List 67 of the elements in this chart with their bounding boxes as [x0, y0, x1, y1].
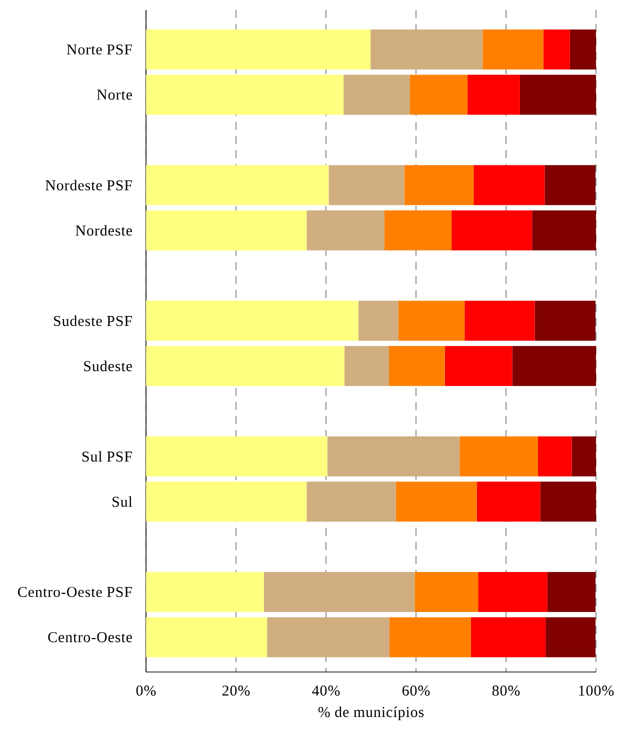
bar [570, 30, 596, 70]
bar [327, 436, 460, 476]
bar [476, 482, 540, 522]
bar [264, 572, 415, 612]
bar [452, 210, 532, 250]
bar [572, 436, 596, 476]
y-tick-label: Sul PSF [82, 451, 132, 462]
x-tick-label: 100% [579, 686, 614, 696]
bar [146, 617, 268, 658]
bar [460, 436, 538, 476]
bar [146, 30, 371, 70]
bar [464, 300, 535, 341]
bar [146, 74, 344, 115]
y-tick-label: Centro-Oeste [48, 632, 132, 642]
y-tick-label: Nordeste PSF [45, 180, 132, 190]
bar [389, 617, 471, 658]
bar [396, 482, 477, 522]
x-tick-label: 0% [136, 686, 156, 696]
y-tick-label: Sudeste PSF [54, 315, 132, 326]
bar [146, 210, 307, 250]
bar [398, 300, 465, 341]
bar [544, 165, 596, 206]
bar [146, 436, 328, 476]
bar [146, 300, 358, 341]
bar [467, 74, 520, 115]
bar [478, 572, 548, 612]
bar [547, 572, 596, 612]
bar [538, 436, 572, 476]
bar [512, 346, 596, 386]
y-tick-label: Norte [96, 90, 132, 100]
bar [520, 74, 596, 115]
y-tick-label: Sudeste [84, 360, 132, 372]
bar [146, 346, 344, 386]
bar [344, 74, 410, 115]
bar [306, 210, 385, 250]
bar [470, 617, 546, 658]
y-tick-label: Nordeste [76, 225, 132, 236]
bar [146, 165, 329, 206]
bar [344, 346, 390, 386]
bar [482, 30, 544, 70]
x-tick-label: 80% [492, 686, 520, 696]
bar [410, 74, 468, 115]
bar [532, 210, 596, 250]
bar [414, 572, 478, 612]
bar [389, 346, 445, 386]
y-tick-label: Norte PSF [66, 44, 132, 55]
bar [384, 210, 452, 250]
x-tick-label: 40% [312, 686, 340, 696]
x-axis-title: % de municípios [318, 706, 424, 720]
bar [267, 617, 390, 658]
bar [546, 617, 596, 658]
bar [534, 300, 596, 341]
bar [370, 30, 483, 70]
bar [146, 572, 264, 612]
bar [146, 482, 307, 522]
x-tick-label: 20% [222, 686, 250, 696]
bar [358, 300, 398, 341]
y-tick-label: Sul [112, 496, 132, 507]
y-tick-label: Centro-Oeste PSF [18, 586, 132, 598]
bar [306, 482, 396, 522]
x-tick-label: 60% [402, 686, 430, 696]
bar [328, 165, 404, 206]
bar [543, 30, 570, 70]
bar [540, 482, 596, 522]
bar [474, 165, 545, 206]
bar [404, 165, 474, 206]
bar [444, 346, 512, 386]
